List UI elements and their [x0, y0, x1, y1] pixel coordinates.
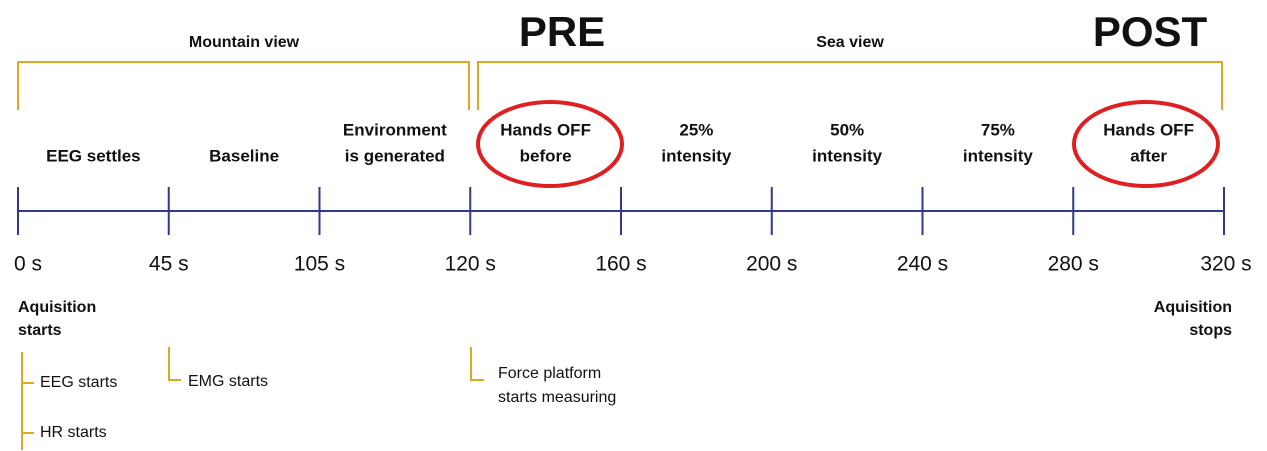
sub-event: starts measuring [498, 389, 616, 406]
segment-label: 50% [830, 120, 864, 139]
tick-label: 160 s [595, 253, 646, 276]
tick-label: 0 s [14, 253, 42, 276]
sub-event: EMG starts [188, 373, 268, 390]
tick-label: 120 s [445, 253, 496, 276]
tick-label: 320 s [1200, 253, 1251, 276]
phase-marker: PRE [519, 8, 605, 55]
bracket-label: Sea view [816, 34, 884, 51]
tick-label: 105 s [294, 253, 345, 276]
segment-label: EEG settles [46, 146, 141, 165]
tick-label: 240 s [897, 253, 948, 276]
sub-event: Force platform [498, 365, 601, 382]
phase-marker: POST [1093, 8, 1208, 55]
segment-label: intensity [812, 146, 882, 165]
sub-event: HR starts [40, 424, 107, 441]
acquisition-start: Aquisition [18, 299, 96, 316]
segment-label: Environment [343, 120, 447, 139]
sub-event: EEG starts [40, 374, 117, 391]
segment-label: is generated [345, 146, 445, 165]
connector [21, 352, 34, 450]
acquisition-stop: Aquisition [1154, 299, 1232, 316]
acquisition-stop: stops [1189, 322, 1232, 339]
mountain-bracket [17, 61, 470, 110]
segment-label: intensity [661, 146, 731, 165]
tick-label: 200 s [746, 253, 797, 276]
highlight-circle [476, 100, 624, 188]
segment-label: 75% [981, 120, 1015, 139]
segment-label: 25% [679, 120, 713, 139]
sea-bracket [477, 61, 1223, 110]
segment-label: Hands OFF [500, 120, 591, 139]
segment-label: after [1130, 146, 1167, 165]
segment-label: Hands OFF [1103, 120, 1194, 139]
connector [470, 347, 484, 381]
tick-label: 45 s [149, 253, 189, 276]
bracket-label: Mountain view [189, 34, 300, 51]
connector [168, 347, 181, 381]
segment-label: Baseline [209, 146, 279, 165]
segment-label: before [520, 146, 572, 165]
segment-label: intensity [963, 146, 1033, 165]
tick-label: 280 s [1048, 253, 1099, 276]
acquisition-start: starts [18, 322, 62, 339]
highlight-circle [1072, 100, 1220, 188]
